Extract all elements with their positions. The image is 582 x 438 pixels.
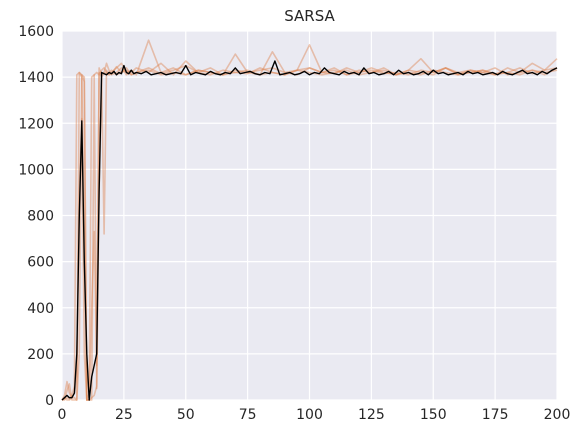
mean-line-group xyxy=(61,60,558,401)
x-tick-label: 125 xyxy=(358,407,385,423)
x-tick-label: 200 xyxy=(544,407,571,423)
y-tick-label: 1200 xyxy=(18,116,54,132)
x-tick-label: 50 xyxy=(177,407,195,423)
y-tick-label: 400 xyxy=(27,301,54,317)
x-tick-labels: 0 25 50 75 100 125 150 175 200 xyxy=(58,407,571,423)
y-tick-label: 0 xyxy=(45,393,54,409)
x-tick-label: 175 xyxy=(482,407,509,423)
x-tick-label: 100 xyxy=(296,407,323,423)
y-tick-label: 800 xyxy=(27,209,54,225)
y-tick-label: 1600 xyxy=(18,24,54,40)
x-tick-label: 150 xyxy=(420,407,447,423)
y-tick-label: 1400 xyxy=(18,70,54,86)
x-tick-label: 0 xyxy=(58,407,67,423)
run-line-4 xyxy=(61,67,558,401)
mean-line xyxy=(61,60,558,401)
y-tick-label: 200 xyxy=(27,347,54,363)
y-tick-label: 1000 xyxy=(18,162,54,178)
chart-title: SARSA xyxy=(284,7,335,25)
x-tick-label: 75 xyxy=(239,407,257,423)
y-tick-label: 600 xyxy=(27,255,54,271)
grid xyxy=(61,30,558,401)
y-tick-labels: 0 200 400 600 800 1000 1200 1400 1600 xyxy=(18,24,54,409)
x-tick-label: 25 xyxy=(115,407,133,423)
